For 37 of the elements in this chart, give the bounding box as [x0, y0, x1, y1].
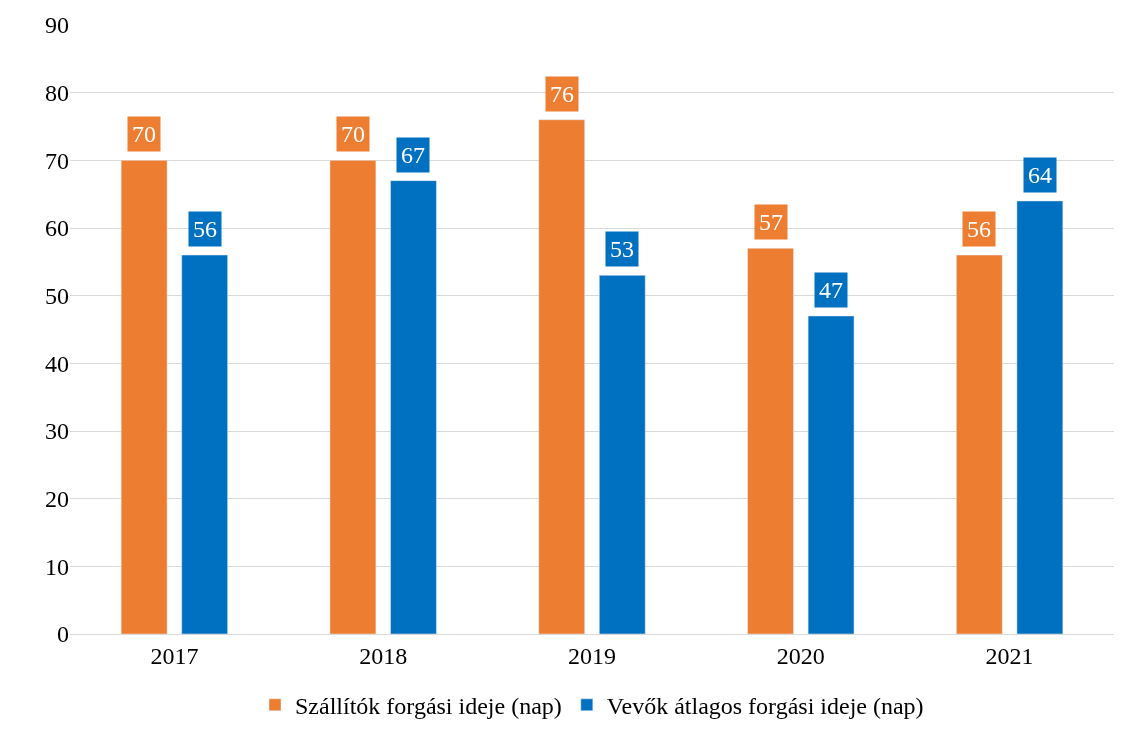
- y-tick-label: 30: [45, 418, 69, 445]
- bar: [329, 160, 377, 634]
- x-tick-label: 2021: [985, 642, 1034, 669]
- bar: [1016, 200, 1064, 634]
- y-tick-label: 20: [45, 486, 69, 513]
- x-tick-label: 2017: [150, 642, 199, 669]
- data-label: 47: [819, 277, 843, 303]
- data-label: 67: [401, 142, 425, 168]
- y-tick-label: 80: [45, 80, 69, 107]
- data-label: 64: [1028, 162, 1052, 188]
- y-tick-label: 10: [45, 553, 69, 580]
- data-label: 57: [759, 209, 783, 235]
- legend-label: Vevők átlagos forgási ideje (nap): [606, 693, 924, 720]
- y-tick-label: 70: [45, 147, 69, 174]
- bar: [390, 180, 437, 634]
- legend-label: Szállítók forgási ideje (nap): [295, 693, 562, 720]
- bar: [120, 160, 168, 634]
- y-tick-label: 60: [45, 215, 69, 242]
- y-tick-label: 40: [45, 350, 69, 377]
- bar: [599, 275, 646, 634]
- bar: [956, 254, 1003, 634]
- data-label: 70: [132, 121, 156, 147]
- data-label: 56: [193, 216, 217, 242]
- y-tick-label: 90: [45, 12, 69, 39]
- bar: [181, 254, 228, 634]
- bar: [807, 315, 855, 634]
- data-label: 70: [341, 121, 365, 147]
- y-tick-label: 0: [57, 621, 69, 648]
- data-label: 76: [550, 81, 574, 107]
- x-tick-label: 2018: [359, 642, 408, 669]
- x-tick-label: 2020: [776, 642, 825, 669]
- bar: [538, 119, 585, 634]
- y-tick-label: 50: [45, 283, 69, 310]
- data-label: 56: [967, 216, 991, 242]
- data-label: 53: [610, 236, 634, 262]
- bar: [747, 248, 794, 634]
- x-tick-label: 2019: [568, 642, 616, 669]
